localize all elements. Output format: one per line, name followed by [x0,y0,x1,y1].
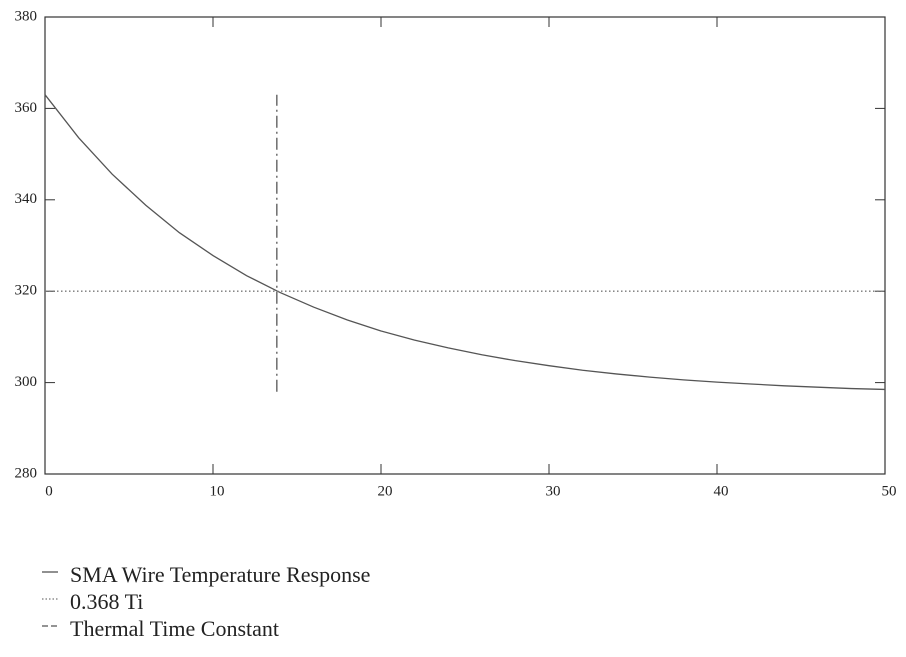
y-tick-label: 300 [15,374,38,390]
x-tick-label: 40 [714,483,729,499]
y-tick-label: 360 [15,100,38,116]
y-tick-label: 380 [15,8,38,24]
x-tick-label: 20 [378,483,393,499]
legend-label: 0.368 Ti [70,589,143,614]
x-tick-label: 30 [546,483,561,499]
legend-label: SMA Wire Temperature Response [70,562,370,587]
y-tick-label: 320 [15,283,38,299]
legend-label: Thermal Time Constant [70,616,279,641]
y-tick-label: 340 [15,191,38,207]
x-tick-label: 0 [45,483,53,499]
series-line [44,94,886,391]
x-tick-label: 50 [882,483,897,499]
plot-frame [44,16,886,475]
y-tick-label: 280 [15,465,38,481]
x-tick-label: 10 [210,483,225,499]
